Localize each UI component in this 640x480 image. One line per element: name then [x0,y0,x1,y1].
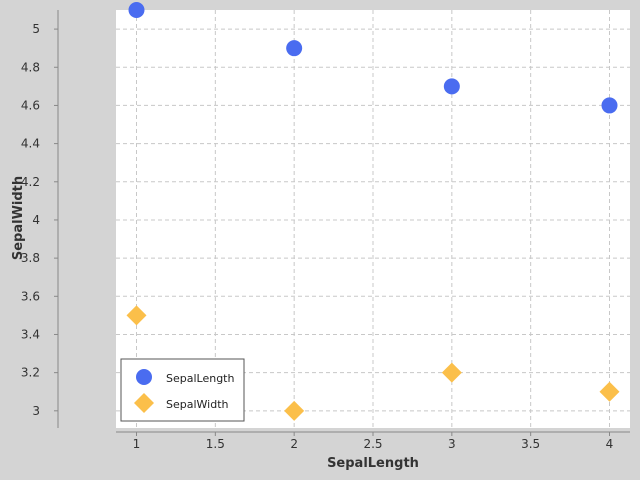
point-sepallength [601,97,618,114]
y-tick-label: 4 [32,213,40,227]
y-tick-label: 4.8 [21,60,40,74]
x-axis-ticks: 1 1.5 2 2.5 3 3.5 4 [133,432,614,451]
point-sepallength [443,78,460,95]
y-axis-title: SepalWidth [11,176,26,260]
y-tick-label: 3.4 [21,327,40,341]
point-sepalwidth [284,400,305,421]
point-sepallength [286,40,303,57]
x-tick-label: 1.5 [206,437,225,451]
legend-box [120,358,245,422]
y-tick-label: 3.2 [21,366,40,380]
point-sepalwidth [441,362,462,383]
plot-area [116,10,630,428]
x-axis-title: SepalLength [327,456,419,471]
legend: SepalLength SepalWidth [120,358,245,422]
y-tick-label: 5 [32,22,40,36]
x-tick-label: 2.5 [363,437,382,451]
y-tick-label: 3.8 [21,251,40,265]
point-sepalwidth [126,305,147,326]
x-tick-label: 3.5 [521,437,540,451]
y-tick-label: 3 [32,404,40,418]
data-points [126,2,620,421]
legend-marker-sepallength [136,369,152,385]
y-axis-ticks: 3 3.2 3.4 3.6 3.8 4 4.2 4.4 4.6 4.8 5 [21,22,58,418]
legend-marker-sepalwidth [134,393,154,413]
legend-label-sepalwidth: SepalWidth [166,398,229,411]
legend-label-sepallength: SepalLength [166,372,234,385]
x-tick-label: 1 [133,437,141,451]
y-tick-label: 4.6 [21,98,40,112]
y-tick-label: 4.2 [21,175,40,189]
y-tick-label: 4.4 [21,137,40,151]
point-sepalwidth [599,381,620,402]
x-tick-label: 2 [290,437,298,451]
point-sepallength [128,2,145,18]
y-tick-label: 3.6 [21,289,40,303]
x-tick-label: 4 [606,437,614,451]
x-tick-label: 3 [448,437,456,451]
